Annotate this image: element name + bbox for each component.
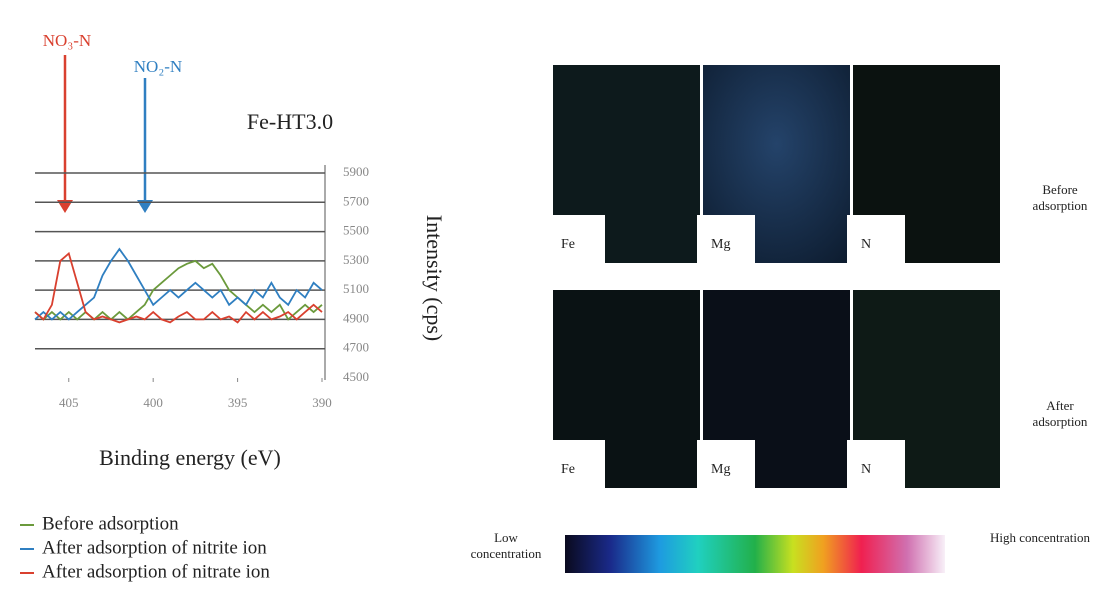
y-axis-label: Intensity (cps): [422, 215, 447, 341]
row-label: After adsorption: [1032, 398, 1088, 429]
y-tick-label: 5900: [343, 164, 369, 179]
map-label: Fe: [561, 462, 575, 477]
colorbar-low: Low concentration: [470, 530, 542, 561]
map-label-box: [847, 215, 905, 265]
y-tick-label: 5100: [343, 281, 369, 296]
x-axis-label: Binding energy (eV): [99, 445, 281, 470]
legend-label: Before adsorption: [42, 513, 179, 534]
series-line: [34, 251, 323, 324]
y-tick-label: 5700: [343, 193, 369, 208]
map-label-box: [697, 215, 755, 265]
map-label-box: [697, 440, 755, 490]
y-tick-label: 4500: [343, 369, 369, 384]
map-label: N: [861, 237, 871, 252]
map-label-box: [547, 215, 605, 265]
legend-label: After adsorption of nitrite ion: [42, 537, 267, 558]
series-line: [34, 259, 323, 321]
arrow-head: [137, 200, 153, 213]
map-label: Mg: [711, 462, 730, 477]
legend-label: After adsorption of nitrate ion: [42, 561, 270, 582]
y-tick-label: 5500: [343, 223, 369, 238]
colorbar-high: High concentration: [990, 530, 1090, 545]
map-label: Fe: [561, 237, 575, 252]
element-maps: Fe Mg N Fe Mg N: [547, 65, 1000, 490]
y-tick-label: 4700: [343, 340, 369, 355]
x-tick-label: 390: [312, 395, 332, 410]
row-label: Before adsorption: [1032, 182, 1088, 213]
arrow-head: [57, 200, 73, 213]
map-label: N: [861, 462, 871, 477]
annotation: NO₃-N: [43, 31, 91, 50]
series-line: [34, 247, 323, 321]
y-tick-label: 5300: [343, 252, 369, 267]
map-label: Mg: [711, 237, 730, 252]
annotation: NO₂-N: [134, 57, 182, 76]
x-tick-label: 400: [143, 395, 163, 410]
colorbar: [565, 535, 945, 573]
x-tick-label: 405: [59, 395, 79, 410]
map-label-box: [847, 440, 905, 490]
chart-title: Fe-HT3.0: [247, 109, 333, 134]
y-tick-label: 4900: [343, 310, 369, 325]
map-label-box: [547, 440, 605, 490]
x-tick-label: 395: [228, 395, 248, 410]
